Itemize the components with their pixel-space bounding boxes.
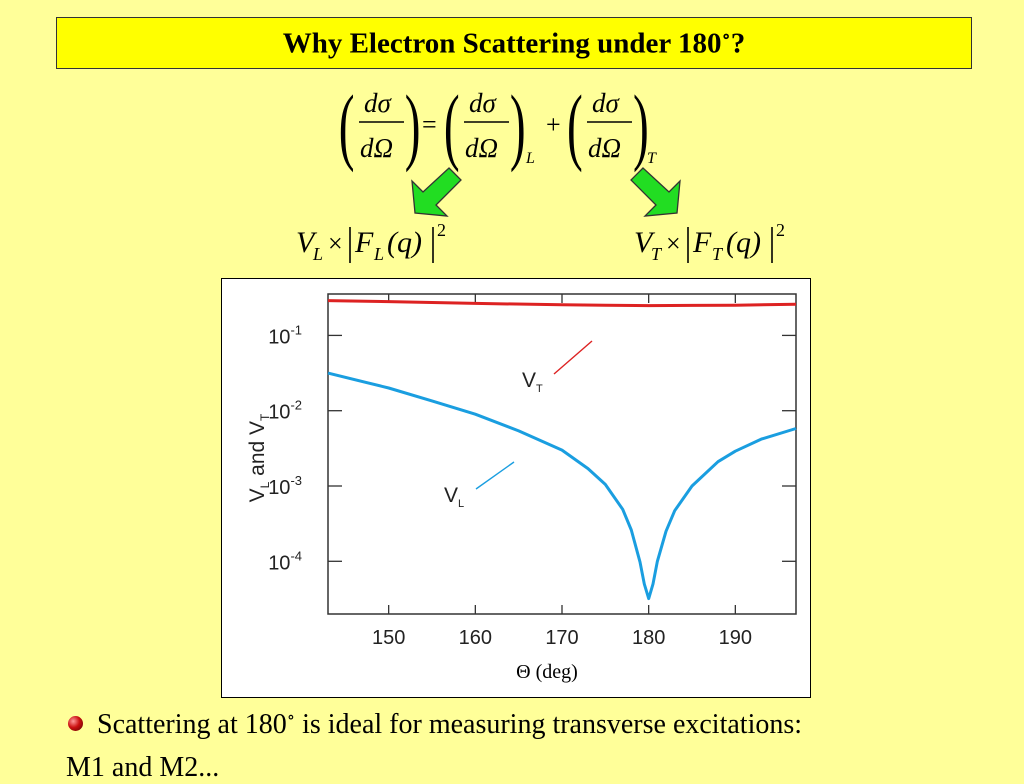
chart: 150 160 170 180 190 10-1 10-2 10-3 10-4 VT VL VL an…	[246, 293, 797, 683]
bullet-item: Scattering at 180∘ is ideal for measurin…	[68, 708, 1024, 741]
svg-text:F: F	[354, 226, 374, 259]
plot-area	[327, 293, 797, 615]
svg-text:T: T	[712, 244, 724, 264]
y-tick-label: 10-4	[268, 548, 302, 574]
subscript-t: T	[647, 150, 657, 167]
x-tick-label: 190	[719, 627, 752, 649]
series-VL-leader	[475, 461, 515, 490]
svg-text:): )	[633, 78, 649, 173]
plus-sign: +	[546, 110, 561, 139]
svg-text:(q): (q)	[726, 226, 761, 259]
svg-text:T: T	[651, 244, 663, 264]
x-tick-label: 160	[459, 627, 492, 649]
svg-text:×: ×	[666, 229, 681, 258]
y-tick-label: 10-2	[268, 398, 302, 424]
paren-open: (	[339, 78, 355, 173]
arrow-down-left-icon	[411, 167, 462, 217]
series-VT-leader	[553, 340, 593, 375]
x-tick-label: 180	[632, 627, 665, 649]
svg-text:2: 2	[776, 220, 785, 240]
cross-section-transverse: ( dσ dΩ ) T	[567, 78, 657, 173]
x-axis-label: Θ (deg)	[516, 661, 578, 683]
bullet-text: Scattering at 180∘ is ideal for measurin…	[97, 708, 803, 741]
domega-den: dΩ	[360, 133, 393, 163]
title-box: Why Electron Scattering under 180∘?	[56, 17, 972, 69]
bullet-continuation: M1 and M2...	[66, 752, 220, 783]
series-VT-line	[327, 299, 797, 308]
series-VL-label: VL	[444, 484, 464, 510]
y-tick-label: 10-1	[268, 322, 302, 348]
svg-text:L: L	[373, 244, 384, 264]
svg-text:(: (	[444, 78, 460, 173]
x-tick-label: 150	[372, 627, 405, 649]
y-tick-label: 10-3	[268, 473, 302, 499]
svg-text:2: 2	[437, 220, 446, 240]
svg-text:dσ: dσ	[469, 88, 498, 118]
paren-close: )	[405, 78, 421, 173]
transverse-term: V T × F T (q) 2	[634, 220, 785, 264]
svg-text:L: L	[312, 244, 323, 264]
bullet-icon	[68, 716, 83, 732]
slide-title: Why Electron Scattering under 180∘?	[282, 25, 746, 60]
svg-text:): )	[510, 78, 526, 173]
cross-section-total: ( dσ dΩ )	[339, 78, 421, 173]
chart-frame: 150 160 170 180 190 10-1 10-2 10-3 10-4 VT VL VL an…	[221, 278, 811, 698]
svg-text:dσ: dσ	[592, 88, 621, 118]
svg-text:(q): (q)	[387, 226, 422, 259]
series-VT-label: VT	[522, 369, 543, 395]
svg-text:V: V	[296, 226, 318, 259]
svg-text:(: (	[567, 78, 583, 173]
dsigma-num: dσ	[364, 88, 393, 118]
longitudinal-term: V L × F L (q) 2	[296, 220, 446, 264]
svg-text:dΩ: dΩ	[588, 133, 621, 163]
svg-text:F: F	[692, 226, 712, 259]
x-tick-label: 170	[545, 627, 578, 649]
formula-area: ( dσ dΩ ) = ( dσ dΩ ) L + ( dσ dΩ ) T V …	[296, 78, 785, 264]
cross-section-longitudinal: ( dσ dΩ ) L	[444, 78, 535, 173]
arrow-down-right-icon	[630, 167, 681, 217]
svg-text:×: ×	[328, 229, 343, 258]
y-axis-label: VL and VT	[246, 413, 272, 502]
equals-sign: =	[422, 110, 437, 139]
subscript-l: L	[525, 150, 535, 167]
svg-text:dΩ: dΩ	[465, 133, 498, 163]
series-VL-line	[327, 371, 797, 601]
svg-text:V: V	[634, 226, 656, 259]
